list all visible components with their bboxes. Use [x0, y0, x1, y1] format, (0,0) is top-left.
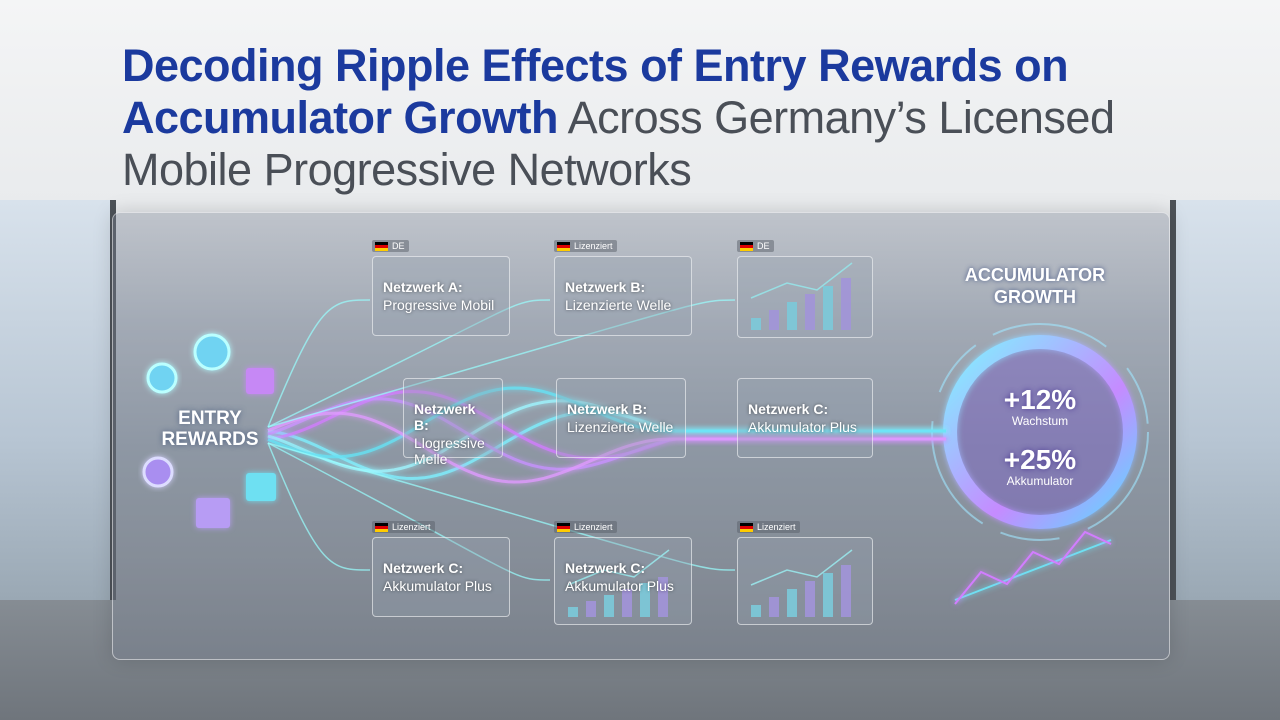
growth-stat: +25% Akkumulator [975, 444, 1105, 488]
tag: DE [737, 240, 774, 252]
card-subtitle: Progressive Mobil [383, 297, 495, 313]
mini-bar [568, 607, 578, 617]
stat-value: +12% [1003, 384, 1077, 415]
tag: Lizenziert [737, 521, 800, 533]
window [0, 200, 116, 600]
stat-label: Wachstum [1011, 414, 1069, 428]
network-card: Netzwerk C: Akkumulator Plus [737, 378, 873, 458]
mini-bar [787, 302, 797, 330]
mini-bar [805, 581, 815, 617]
growth-stat: +12% Wachstum [975, 384, 1105, 428]
connector [267, 299, 551, 428]
network-card [737, 256, 873, 338]
tag: Lizenziert [554, 240, 617, 252]
title: Decoding Ripple Effects of Entry Rewards… [122, 40, 1132, 196]
connector [267, 442, 551, 581]
network-card: Netzwerk B: Lizenzierte Welle [554, 256, 692, 336]
connector [267, 299, 371, 428]
wave [267, 411, 946, 484]
card-subtitle: Akkumulator Plus [565, 578, 674, 594]
card-subtitle: Akkumulator Plus [383, 578, 492, 594]
reward-icons [142, 333, 276, 528]
card-title: Netzwerk B: [567, 401, 648, 417]
mini-bar [841, 565, 851, 617]
card-title: Netzwerk C: [565, 560, 646, 576]
mini-bar [823, 286, 833, 330]
card-title: Netzwerk C: [383, 560, 464, 576]
network-card: Netzwerk B: Lizenzierte Welle [556, 378, 686, 458]
connector [267, 442, 371, 571]
connector [267, 299, 736, 428]
mini-bar [751, 318, 761, 330]
mini-bar [823, 573, 833, 617]
stat-label: Akkumulator [1006, 474, 1074, 488]
network-card: Netzwerk A: Progressive Mobil [372, 256, 510, 336]
title-bold: Decoding Ripple Effects of Entry Rewards… [122, 40, 1069, 143]
mini-bar [751, 605, 761, 617]
card-title: Netzwerk C: [748, 401, 829, 417]
network-card [737, 537, 873, 625]
growth-title: ACCUMULATOR GROWTH [964, 265, 1106, 307]
card-subtitle: Lizenzierte Welle [567, 419, 674, 435]
window [1170, 200, 1280, 600]
mini-bar [769, 310, 779, 330]
title-light: Across Germany’s Licensed Mobile Progres… [122, 92, 1115, 195]
network-card: Netzwerk C: Akkumulator Plus [372, 537, 510, 617]
card-title: Netzwerk A: [383, 279, 463, 295]
mini-bar [805, 294, 815, 330]
card-title: Netzwerk B: [565, 279, 646, 295]
card-subtitle: Akkumulator Plus [748, 419, 857, 435]
mini-bar [640, 583, 650, 617]
tag: Lizenziert [372, 521, 435, 533]
stat-value: +25% [1003, 444, 1077, 475]
mini-bar [586, 601, 596, 617]
mini-bar [604, 595, 614, 617]
network-card: Netzwerk C: Akkumulator Plus [554, 537, 692, 625]
mini-trend [750, 549, 853, 586]
network-card: Netzwerk B: Llogressive Melle [403, 378, 503, 467]
tag: Lizenziert [554, 521, 617, 533]
tag: DE [372, 240, 409, 252]
mini-bar [787, 589, 797, 617]
mini-bar [769, 597, 779, 617]
mini-bar [658, 577, 668, 617]
growth-ring [943, 335, 1137, 529]
connector [267, 442, 736, 571]
card-subtitle: Llogressive Melle [414, 435, 485, 467]
card-subtitle: Lizenzierte Welle [565, 297, 672, 313]
card-title: Netzwerk B: [414, 401, 476, 433]
mini-bar [622, 589, 632, 617]
mini-trend [567, 549, 670, 586]
wave [267, 386, 946, 459]
mini-trend [954, 539, 1112, 601]
mini-trend [954, 530, 1112, 605]
mini-bar [841, 278, 851, 330]
mini-trend [750, 262, 853, 299]
entry-rewards: ENTRY REWARDS [161, 408, 259, 450]
